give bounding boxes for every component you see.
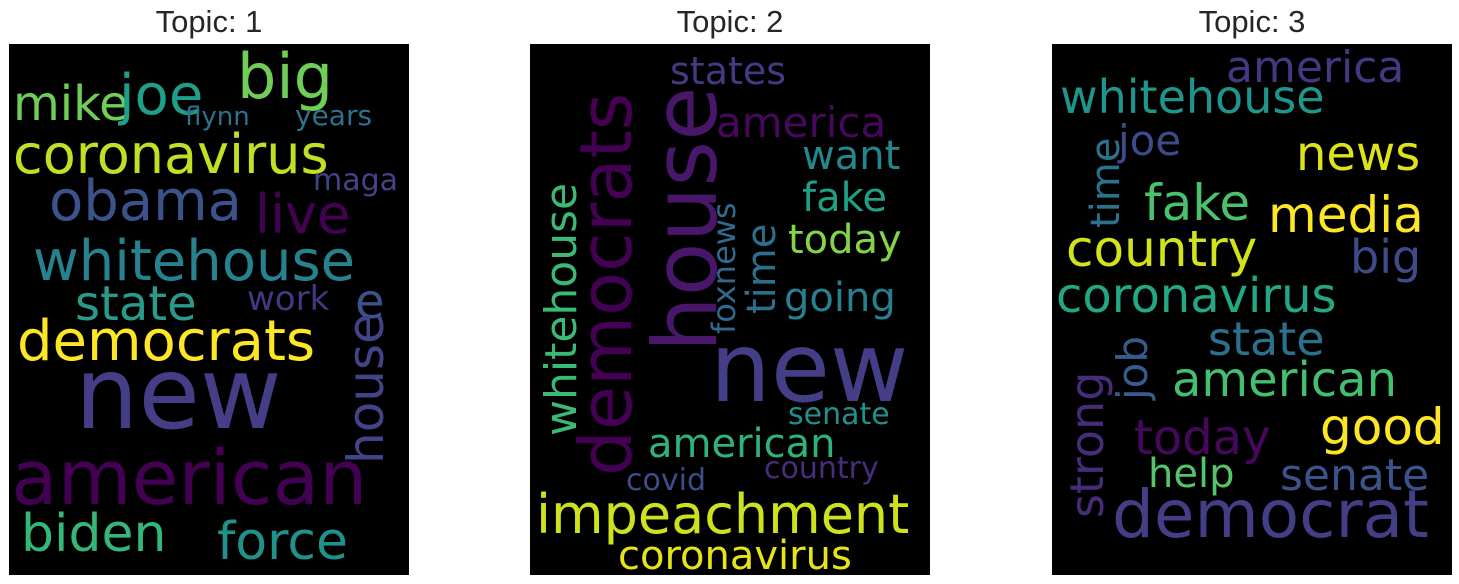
topic-3-wordcloud: america whitehouse joe time news fake me…: [1052, 44, 1452, 575]
word: joe: [1118, 116, 1182, 165]
word: new: [710, 312, 909, 424]
word: big: [237, 44, 333, 113]
word: american: [1172, 352, 1397, 408]
word: new: [75, 335, 282, 452]
word: time: [1083, 137, 1129, 228]
word: america: [1226, 44, 1405, 93]
word: senate: [1280, 450, 1430, 501]
word: time: [739, 223, 785, 314]
word: american: [11, 433, 368, 522]
word: state: [75, 276, 197, 332]
word: media: [1268, 186, 1424, 244]
word: whitehouse: [536, 182, 587, 436]
word: news: [1296, 126, 1421, 182]
word: biden: [21, 504, 167, 564]
word: strong: [1060, 371, 1114, 518]
word: today: [1134, 410, 1271, 466]
word: today: [788, 217, 902, 263]
word: country: [764, 451, 879, 486]
word: joe: [119, 63, 204, 128]
word: fake: [802, 175, 887, 221]
word: help: [1148, 451, 1235, 497]
word: states: [670, 49, 787, 93]
topic-1-panel: Topic: 1 mike joe big flynn years corona…: [9, 0, 409, 584]
word: country: [1066, 220, 1258, 278]
word: covid: [626, 463, 706, 498]
word: force: [217, 512, 348, 572]
word: whitehouse: [1060, 70, 1325, 124]
word: whitehouse: [33, 229, 356, 294]
topic-1-title: Topic: 1: [155, 4, 263, 39]
word: senate: [788, 397, 890, 432]
word: coronavirus: [13, 123, 329, 186]
word: live: [255, 183, 351, 246]
topic-3-title: Topic: 3: [1198, 4, 1306, 39]
word: want: [802, 133, 901, 179]
word: fake: [1144, 174, 1251, 232]
word: maga: [313, 163, 399, 198]
word: coronavirus: [1056, 268, 1337, 324]
word: flynn: [185, 102, 250, 132]
word: obama: [49, 169, 242, 234]
word: democrat: [1112, 476, 1429, 553]
word: big: [1350, 230, 1422, 284]
word: work: [247, 279, 330, 319]
word: good: [1320, 398, 1445, 456]
word: democrats: [17, 309, 316, 374]
word: american: [648, 421, 836, 467]
word: impeachment: [536, 483, 910, 546]
word: mike: [13, 76, 129, 132]
word: e: [355, 274, 385, 330]
word: america: [716, 98, 887, 147]
word: coronavirus: [618, 533, 852, 575]
topic-2-panel: Topic: 2 states america democrats house …: [530, 0, 930, 584]
topic-2-wordcloud: states america democrats house want fake…: [530, 44, 930, 575]
word: years: [295, 99, 373, 132]
word: state: [1208, 312, 1325, 366]
topic-2-title: Topic: 2: [676, 4, 784, 39]
word: going: [784, 275, 896, 321]
topic-3-panel: Topic: 3 america whitehouse joe time new…: [1052, 0, 1452, 584]
word: job: [1108, 335, 1157, 400]
topic-1-wordcloud: mike joe big flynn years coronavirus mag…: [9, 44, 409, 575]
